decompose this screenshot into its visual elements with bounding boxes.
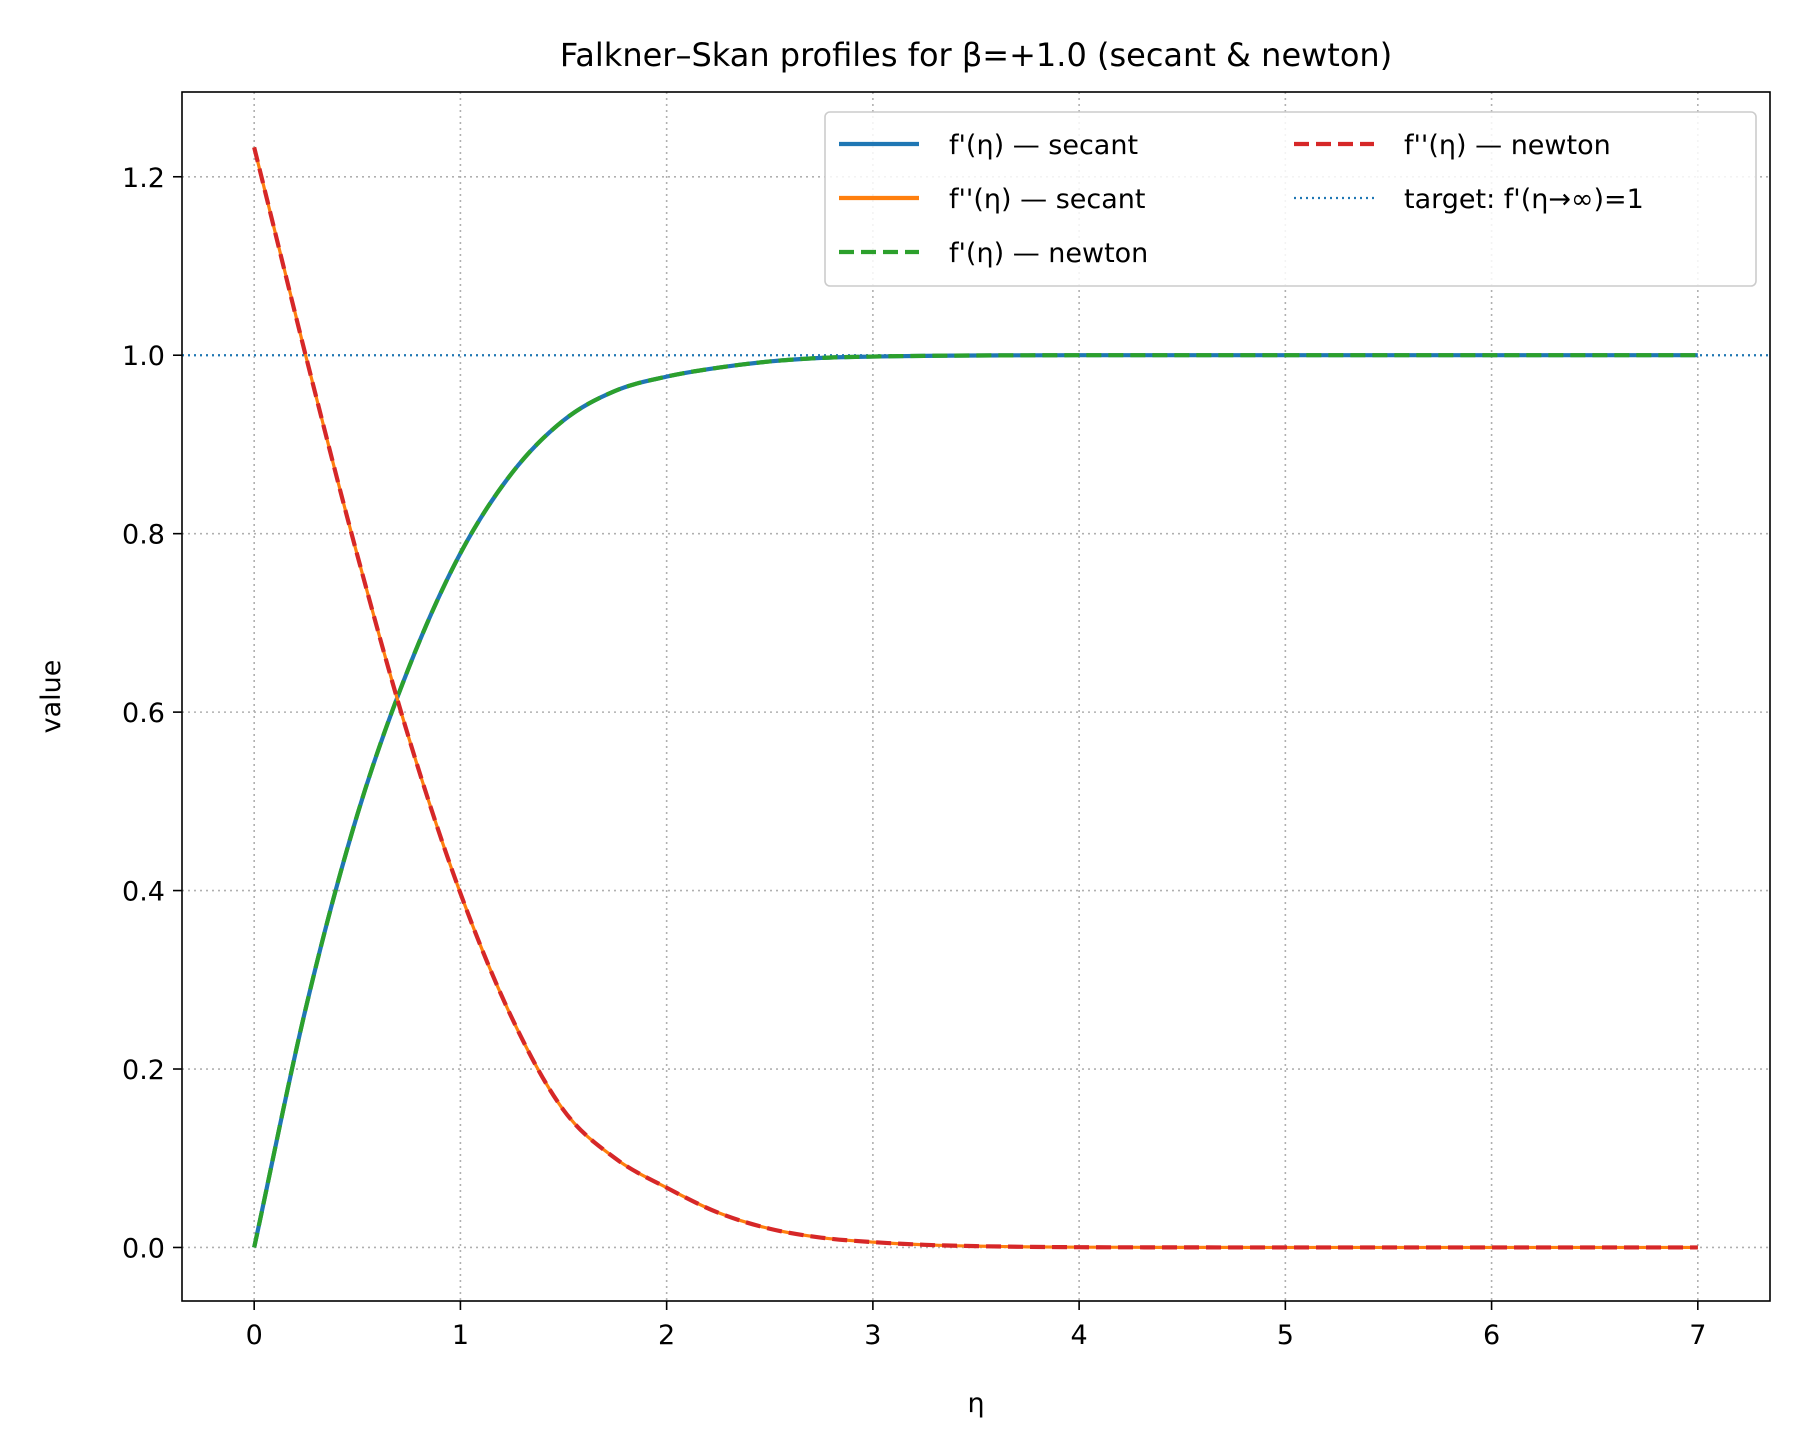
series-line-1: [252, 353, 1698, 1248]
x-tick-label: 0: [246, 1320, 263, 1351]
legend-label: f''(η) — secant: [949, 184, 1145, 215]
series-layer: [182, 146, 1770, 1250]
x-tick-label: 1: [452, 1320, 469, 1351]
y-axis-label: value: [36, 660, 67, 734]
x-tick-label: 4: [1071, 1320, 1088, 1351]
x-axis-ticks: 0 1 2 3 4 5 6 7: [246, 1301, 1706, 1351]
x-tick-label: 6: [1483, 1320, 1500, 1351]
x-axis-label: η: [967, 1388, 984, 1419]
legend-box: [824, 111, 1757, 287]
y-tick-label: 1.2: [122, 163, 165, 194]
y-tick-label: 1.0: [122, 341, 165, 372]
y-axis-ticks: 0.0 0.2 0.4 0.6 0.8 1.0 1.2: [122, 163, 182, 1264]
series-line-3: [252, 353, 1698, 1248]
legend-label: f'(η) — newton: [949, 238, 1148, 269]
x-tick-label: 2: [658, 1320, 675, 1351]
series-line-4: [252, 146, 1698, 1250]
y-tick-label: 0.6: [122, 698, 165, 729]
x-tick-label: 7: [1689, 1320, 1706, 1351]
legend-label: target: f'(η→∞)=1: [1404, 184, 1644, 215]
legend: f'(η) — secant f''(η) — secant f'(η) — new…: [824, 111, 1757, 287]
chart-title: Falkner–Skan profiles for β=+1.0 (secant…: [560, 36, 1392, 74]
y-tick-label: 0.2: [122, 1055, 165, 1086]
y-tick-label: 0.4: [122, 877, 165, 908]
plot-frame: [181, 91, 1771, 1302]
legend-label: f'(η) — secant: [949, 130, 1138, 161]
x-tick-label: 5: [1277, 1320, 1294, 1351]
y-tick-label: 0.0: [122, 1233, 165, 1264]
legend-label: f''(η) — newton: [1404, 130, 1611, 161]
x-tick-label: 3: [864, 1320, 881, 1351]
y-tick-label: 0.8: [122, 520, 165, 551]
series-line-2: [252, 146, 1698, 1250]
